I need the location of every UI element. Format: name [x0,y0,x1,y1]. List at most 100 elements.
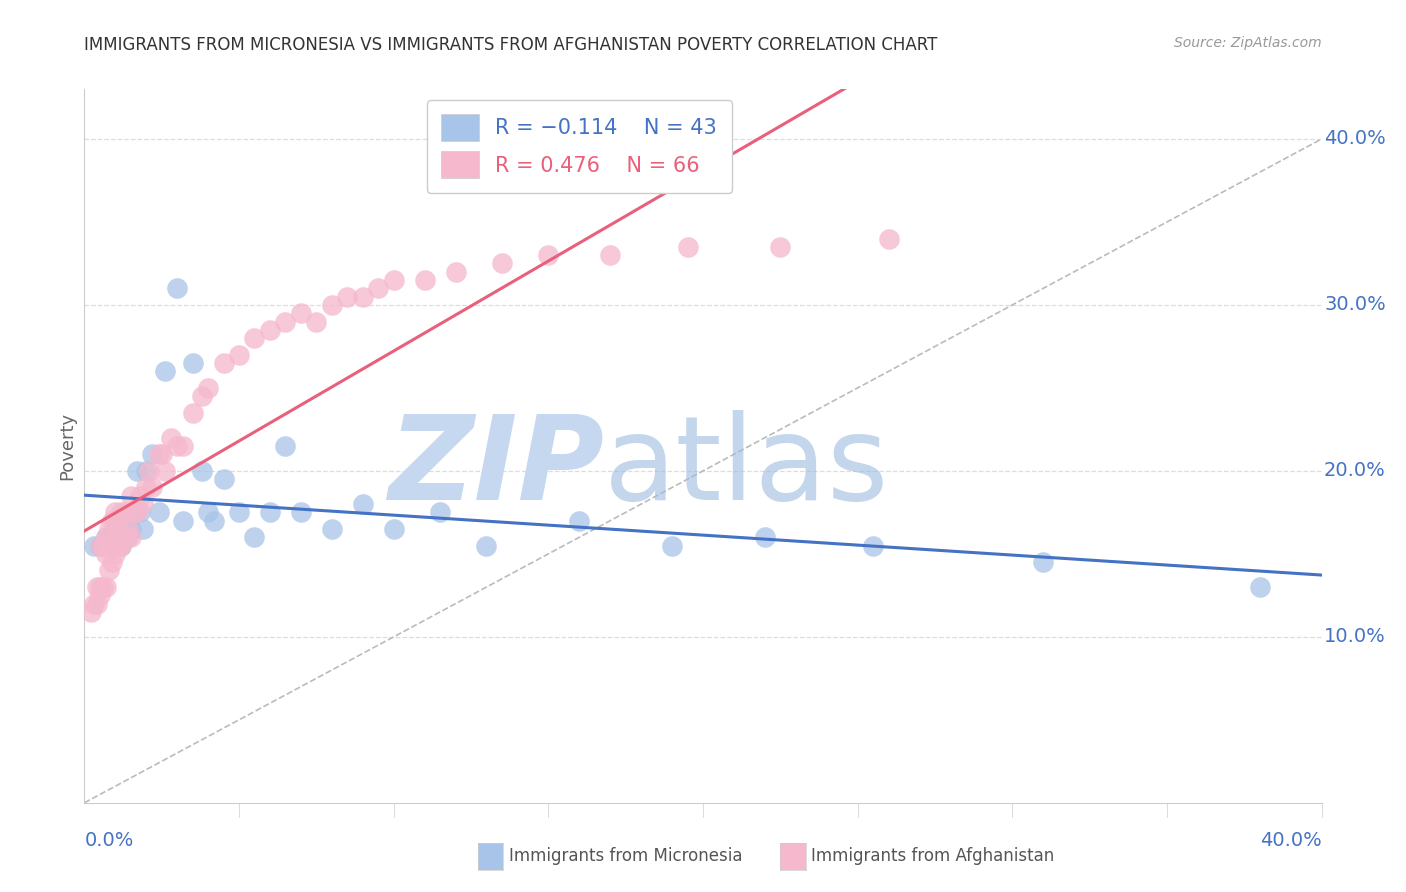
Point [150,447,173,461]
Point [1249,580,1271,594]
Point [153,464,176,478]
Point [89,539,111,553]
Point [98,564,121,578]
Point [107,530,129,544]
Point [352,497,374,511]
Text: ZIP: ZIP [388,410,605,524]
Point [91,539,114,553]
Point [114,505,136,519]
Point [336,290,359,304]
Point [104,514,127,528]
Point [101,555,124,569]
Point [191,464,214,478]
Point [125,505,148,519]
Point [120,522,142,536]
Point [769,240,792,254]
Text: 0.0%: 0.0% [84,831,134,850]
Point [274,314,297,328]
Point [429,505,451,519]
Text: Source: ZipAtlas.com: Source: ZipAtlas.com [1174,36,1322,50]
Point [132,522,155,536]
Point [181,356,204,370]
Point [243,530,266,544]
Text: Immigrants from Micronesia: Immigrants from Micronesia [509,847,742,865]
Point [83,539,105,553]
Point [382,273,405,287]
Y-axis label: Poverty: Poverty [58,412,76,480]
Point [141,481,163,495]
Point [382,522,405,536]
Point [599,248,621,262]
Point [79,605,101,619]
Point [148,505,170,519]
Point [568,514,591,528]
Point [89,588,111,602]
Point [191,389,214,403]
Point [160,431,183,445]
Point [110,539,132,553]
Point [98,522,121,536]
Point [181,406,204,420]
Point [321,522,343,536]
Point [135,481,157,495]
Point [86,597,108,611]
Point [491,256,513,270]
Point [104,505,127,519]
Point [125,464,148,478]
Point [321,298,343,312]
Point [153,364,176,378]
Point [172,514,194,528]
Text: 40.0%: 40.0% [1324,129,1386,148]
Point [122,505,145,519]
Point [274,439,297,453]
Point [197,381,219,395]
Point [94,530,117,544]
Point [661,539,683,553]
Point [89,539,111,553]
Point [352,290,374,304]
Point [259,505,281,519]
Point [290,505,312,519]
Point [228,505,250,519]
Point [141,447,163,461]
Point [243,331,266,345]
Text: 40.0%: 40.0% [1260,831,1322,850]
Point [101,539,124,553]
Text: IMMIGRANTS FROM MICRONESIA VS IMMIGRANTS FROM AFGHANISTAN POVERTY CORRELATION CH: IMMIGRANTS FROM MICRONESIA VS IMMIGRANTS… [84,36,938,54]
Point [98,539,121,553]
Point [83,597,105,611]
Point [202,514,225,528]
Point [114,530,136,544]
Point [1032,555,1054,569]
Point [290,306,312,320]
Point [107,539,129,553]
Point [117,530,139,544]
Point [98,530,121,544]
Point [537,248,560,262]
Point [117,522,139,536]
Point [166,439,188,453]
Point [862,539,884,553]
Point [212,472,235,486]
Point [104,539,127,553]
Point [129,489,152,503]
Point [212,356,235,370]
Point [89,580,111,594]
Point [86,580,108,594]
Point [94,580,117,594]
Point [110,505,132,519]
Point [228,348,250,362]
Point [110,539,132,553]
Point [101,539,124,553]
Point [259,323,281,337]
Point [754,530,776,544]
Point [129,505,152,519]
Text: Immigrants from Afghanistan: Immigrants from Afghanistan [811,847,1054,865]
Text: 30.0%: 30.0% [1324,295,1386,315]
Point [676,240,699,254]
Point [444,265,467,279]
Point [104,522,127,536]
Point [122,505,145,519]
Point [114,522,136,536]
Text: 20.0%: 20.0% [1324,461,1386,481]
